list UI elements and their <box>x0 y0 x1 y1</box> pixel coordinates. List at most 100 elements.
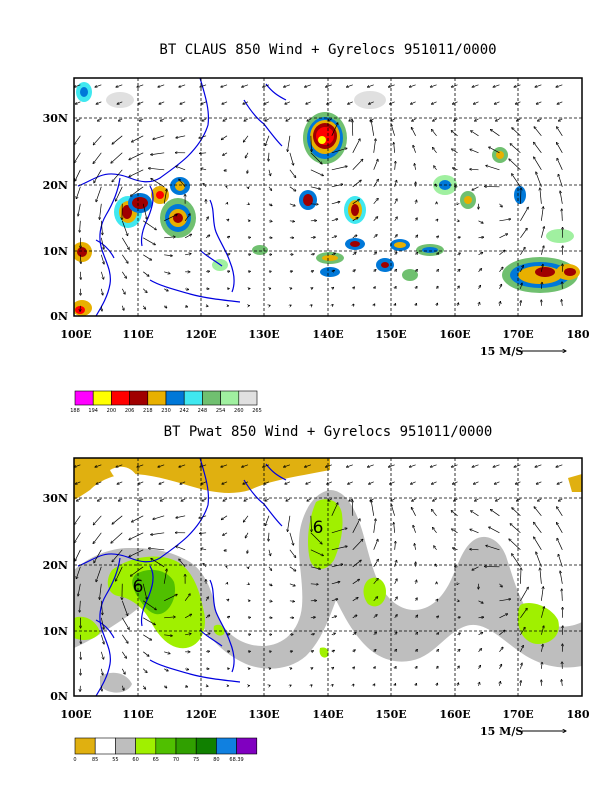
wind-vector <box>121 237 129 250</box>
wind-vector <box>264 101 270 104</box>
wind-vector <box>206 271 210 272</box>
wind-vector <box>331 633 336 635</box>
claus-panel-title: BT CLAUS 850 Wind + Gyrelocs 951011/0000 <box>159 42 496 58</box>
wind-vector <box>332 287 334 289</box>
wind-vector <box>478 665 480 669</box>
wind-vector <box>541 246 544 255</box>
claus-reference-vector: 15 M/S <box>480 345 566 358</box>
wind-vector <box>100 617 104 630</box>
wind-vector <box>93 152 102 164</box>
wind-vector <box>331 236 337 238</box>
wind-vector <box>516 118 521 121</box>
wind-vector <box>453 118 458 121</box>
wind-vector <box>557 158 563 170</box>
wind-vector <box>331 270 335 272</box>
wind-vector <box>129 169 144 177</box>
wind-vector <box>164 635 172 636</box>
colorbar-label: 68.39 <box>229 757 243 763</box>
wind-vector <box>117 481 123 484</box>
wind-vector <box>286 118 291 121</box>
colorbar-label: 206 <box>125 408 135 414</box>
wind-vector <box>432 527 437 534</box>
wind-vector <box>395 649 397 652</box>
wind-vector <box>223 118 228 121</box>
wind-vector <box>269 549 271 556</box>
colorbar-swatch <box>147 390 167 406</box>
wind-vector <box>413 145 416 153</box>
wind-vector <box>437 633 439 635</box>
wind-vector <box>470 529 479 534</box>
wind-vector <box>94 549 102 563</box>
wind-vector <box>185 686 188 687</box>
wind-vector <box>431 509 437 517</box>
wind-vector <box>368 101 374 104</box>
wind-vector <box>202 118 207 121</box>
wind-vector <box>457 633 461 635</box>
wind-vector <box>116 464 123 467</box>
wind-vector <box>245 532 249 538</box>
wind-vector <box>143 617 155 625</box>
wind-vector <box>222 481 228 484</box>
wind-vector <box>100 271 103 280</box>
wind-vector <box>221 135 228 140</box>
wind-vector <box>414 543 415 550</box>
wind-vector <box>437 303 438 306</box>
wind-vector <box>331 148 347 154</box>
wind-vector <box>93 135 102 145</box>
wind-vector <box>533 522 542 534</box>
wind-vector <box>245 152 249 158</box>
wind-vector <box>226 616 230 618</box>
wind-vector <box>332 684 333 685</box>
wind-vector <box>478 252 482 256</box>
wind-vector <box>499 647 503 653</box>
wind-vector <box>93 515 102 525</box>
colorbar-swatch <box>74 390 94 406</box>
wind-vector <box>180 101 186 104</box>
wind-vector <box>499 203 502 207</box>
wind-vector <box>395 666 396 668</box>
wind-vector <box>541 264 543 272</box>
wind-vector <box>520 265 523 272</box>
wind-vector <box>121 617 129 630</box>
wind-vector <box>151 178 165 188</box>
wind-vector <box>540 568 542 584</box>
wind-vector <box>243 515 249 522</box>
wind-vector <box>96 481 102 484</box>
wind-vector <box>509 539 521 551</box>
wind-vector <box>176 515 186 518</box>
colorbar-swatch <box>94 737 116 755</box>
wind-vector <box>520 207 528 221</box>
wind-vector <box>331 184 343 188</box>
wind-vector <box>394 217 398 221</box>
wind-vector <box>352 217 358 222</box>
colorbar-label: 248 <box>198 408 208 414</box>
wind-vector <box>199 515 207 518</box>
wind-vector <box>269 685 270 686</box>
wind-vector <box>451 464 458 467</box>
wind-vector <box>185 289 189 290</box>
colorbar-label: 70 <box>173 757 179 763</box>
wind-vector <box>535 84 542 87</box>
wind-vector <box>160 118 165 121</box>
wind-vector <box>410 481 416 484</box>
wind-vector <box>352 597 358 602</box>
pwat-map-frame <box>73 457 583 697</box>
wind-vector <box>111 152 123 163</box>
lat-label: 20N <box>43 179 68 192</box>
wind-vector <box>499 219 510 222</box>
wind-vector <box>434 546 437 551</box>
wind-vector <box>205 217 208 221</box>
wind-vector <box>391 498 395 501</box>
wind-vector <box>311 288 313 289</box>
colorbar-swatch <box>202 390 221 406</box>
wind-vector <box>80 254 81 264</box>
wind-vector <box>243 135 249 142</box>
wind-vector <box>478 269 481 273</box>
wind-vector <box>129 152 144 160</box>
wind-vector <box>311 135 312 152</box>
lat-label: 10N <box>43 625 68 638</box>
wind-vector <box>101 600 102 615</box>
wind-vector <box>353 270 356 272</box>
wind-vector <box>176 546 186 551</box>
